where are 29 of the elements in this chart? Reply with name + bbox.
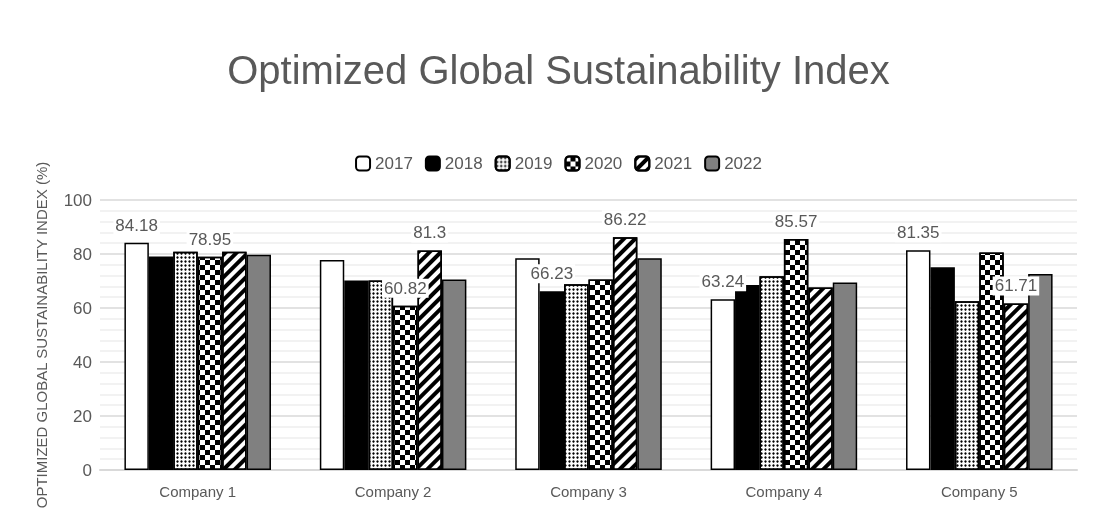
x-tick-label: Company 5 [940, 483, 1018, 500]
data-label: 78.95 [188, 229, 232, 249]
y-tick-label: 0 [82, 460, 92, 480]
data-label: 81.3 [413, 223, 447, 243]
data-label: 85.57 [774, 211, 818, 231]
y-axis-title: OPTIMIZED GLOBAL SUSTAINABILITY INDEX (%) [32, 161, 50, 509]
x-tick-label: Company 4 [745, 483, 823, 500]
legend-label: 2017 [375, 154, 413, 173]
legend-label: 2020 [584, 154, 623, 173]
legend-label: 2018 [444, 154, 483, 173]
chart-title: Optimized Global Sustainability Index [227, 48, 890, 92]
x-tick-label: Company 1 [159, 483, 237, 500]
legend-label: 2019 [514, 154, 553, 173]
data-label: 61.71 [994, 276, 1038, 296]
data-label: 66.23 [530, 264, 574, 284]
x-tick-label: Company 2 [354, 483, 432, 500]
data-label: 84.18 [115, 215, 158, 235]
legend-label: 2022 [724, 154, 762, 173]
y-tick-label: 40 [73, 352, 92, 372]
y-tick-label: 20 [73, 406, 92, 426]
data-label: 63.24 [701, 272, 745, 292]
x-tick-label: Company 3 [550, 483, 627, 500]
data-label: 86.22 [603, 210, 647, 230]
data-label: 60.82 [384, 278, 427, 298]
legend-label: 2021 [654, 154, 693, 173]
y-tick-label: 60 [73, 298, 92, 318]
y-tick-label: 80 [73, 244, 92, 264]
data-label: 81.35 [896, 223, 940, 243]
y-tick-label: 100 [63, 190, 92, 210]
